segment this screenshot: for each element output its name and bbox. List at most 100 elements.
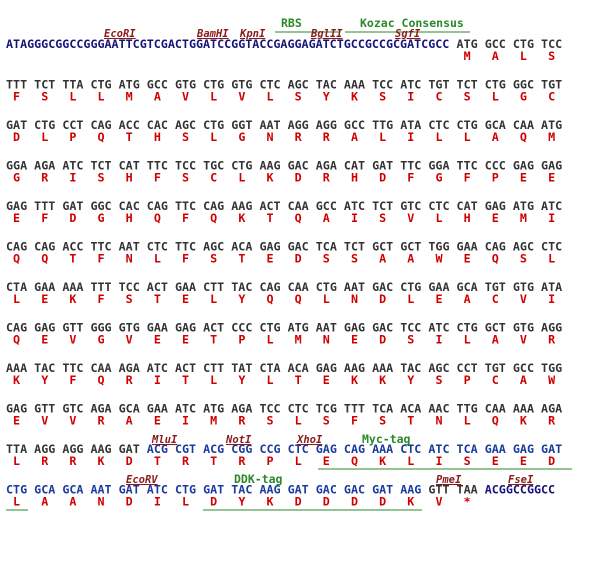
amino-acid: I	[548, 292, 555, 306]
amino-acid: D	[379, 171, 386, 185]
amino-acid: E	[520, 171, 527, 185]
amino-acid: P	[238, 333, 245, 347]
codon: CTG	[175, 483, 196, 497]
amino-acid: S	[464, 90, 471, 104]
codon: GGC	[513, 78, 534, 92]
amino-acid: I	[351, 211, 358, 225]
amino-acid: P	[266, 454, 273, 468]
amino-acid: R	[182, 454, 190, 468]
codon: TCC	[259, 402, 280, 416]
codon: GAG	[513, 159, 534, 173]
codon: TCG	[316, 402, 337, 416]
amino-acid: D	[351, 495, 358, 509]
amino-acid: A	[492, 49, 499, 63]
codon: AAG	[259, 159, 280, 173]
codon: TCT	[372, 199, 393, 213]
codon: GAA	[147, 321, 168, 335]
codon: TGG	[428, 240, 449, 254]
amino-acid: L	[266, 90, 273, 104]
codon: TAC	[34, 361, 55, 375]
codon: TCA	[372, 402, 393, 416]
codon: TTC	[457, 159, 478, 173]
enzyme-site-label: MluI	[151, 434, 178, 446]
amino-acid: L	[295, 454, 302, 468]
codon: ATC	[428, 321, 449, 335]
codon: AGA	[541, 402, 562, 416]
codon: TTC	[90, 240, 111, 254]
codon: GGA	[428, 159, 449, 173]
amino-acid: E	[182, 292, 189, 306]
codon: GAT	[119, 483, 140, 497]
codon: CTC	[147, 240, 168, 254]
enzyme-site-label: PmeI	[436, 474, 462, 486]
amino-acid: G	[98, 333, 105, 347]
codon: CAT	[344, 159, 365, 173]
codon: ATC	[62, 159, 83, 173]
codon: TCC	[372, 78, 393, 92]
amino-acid: V	[182, 90, 189, 104]
amino-acid: C	[548, 90, 555, 104]
amino-acid: F	[41, 211, 48, 225]
codon: GAA	[34, 280, 55, 294]
amino-acid: L	[435, 130, 442, 144]
amino-acid: A	[323, 211, 330, 225]
amino-acid: S	[126, 292, 133, 306]
codon: CTC	[259, 78, 280, 92]
amino-acid: A	[154, 90, 161, 104]
amino-acid: I	[154, 373, 161, 387]
codon: TTC	[62, 361, 83, 375]
codon: GAG	[485, 199, 506, 213]
codon: TTA	[62, 78, 83, 92]
codon: GCC	[316, 199, 337, 213]
codon: AGA	[231, 402, 252, 416]
codon: AGA	[34, 159, 55, 173]
codon: GAG	[6, 402, 27, 416]
codon: GCC	[513, 361, 534, 375]
enzyme-site-label: FseI	[508, 474, 534, 486]
enzyme-site-label: EcoRV	[126, 474, 158, 486]
amino-acid: E	[13, 414, 20, 428]
amino-acid: L	[266, 333, 273, 347]
codon: AAA	[372, 442, 393, 456]
amino-acid: E	[492, 211, 499, 225]
codon: AAT	[316, 321, 337, 335]
amino-acid: F	[98, 292, 105, 306]
codon: ACT	[203, 321, 224, 335]
codon: CAC	[119, 199, 140, 213]
amino-acid: K	[520, 414, 527, 428]
amino-acid: K	[13, 373, 20, 387]
codon: GAT	[372, 159, 393, 173]
amino-acid: K	[379, 454, 386, 468]
amino-acid: A	[492, 130, 499, 144]
codon: GCT	[372, 240, 393, 254]
amino-acid: *	[464, 495, 471, 509]
dna-sequence: ACGGCCGGCC	[485, 483, 555, 497]
codon: ACC	[62, 240, 83, 254]
codon: AAA	[372, 361, 393, 375]
codon: GTT	[34, 402, 55, 416]
codon: AGG	[316, 118, 337, 132]
codon: ATC	[400, 78, 421, 92]
amino-acid: D	[126, 495, 133, 509]
codon: ATG	[119, 78, 140, 92]
amino-acid: E	[154, 333, 161, 347]
amino-acid: L	[407, 292, 414, 306]
codon: CTG	[259, 321, 280, 335]
codon: CTT	[203, 361, 224, 375]
amino-acid: L	[210, 373, 217, 387]
codon: TCT	[34, 78, 55, 92]
amino-acid: Q	[295, 292, 302, 306]
codon: TAC	[231, 280, 252, 294]
amino-acid: P	[69, 130, 76, 144]
amino-acid: K	[351, 90, 358, 104]
codon: ATG	[203, 402, 224, 416]
codon: TCC	[400, 321, 421, 335]
codon: GAG	[6, 199, 27, 213]
codon: GTG	[513, 321, 534, 335]
codon: TTC	[175, 240, 196, 254]
amino-acid: N	[323, 333, 330, 347]
codon: ACG	[147, 442, 168, 456]
codon: ACC	[119, 118, 140, 132]
amino-acid: L	[41, 130, 48, 144]
amino-acid: S	[323, 252, 330, 266]
